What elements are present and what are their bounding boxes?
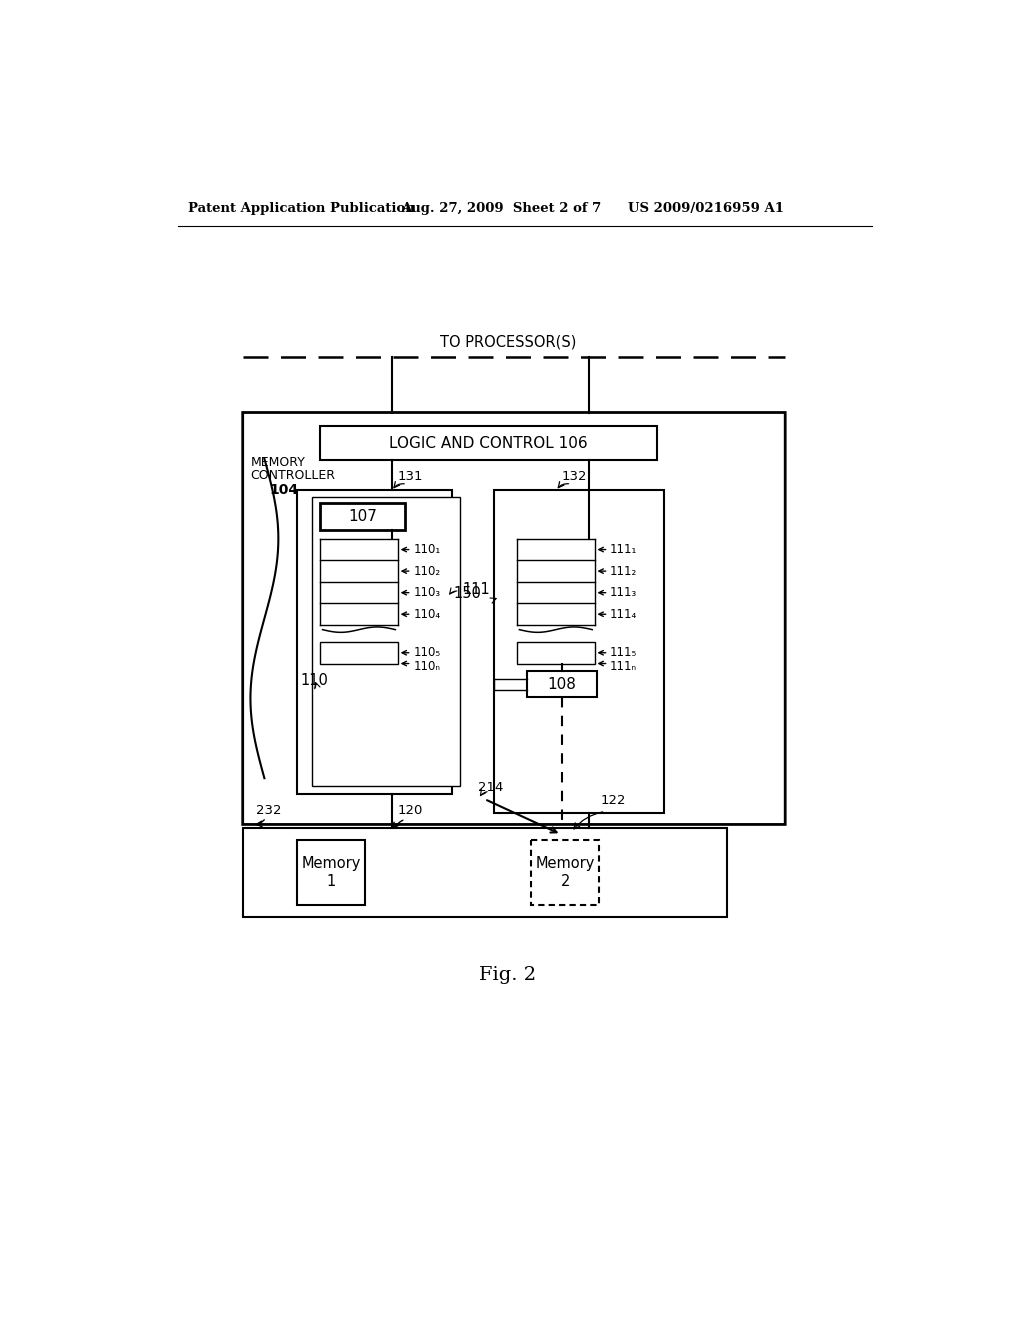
Bar <box>517 642 595 664</box>
Text: CONTROLLER: CONTROLLER <box>251 469 336 482</box>
Text: Memory
2: Memory 2 <box>536 857 595 888</box>
Text: Patent Application Publication: Patent Application Publication <box>188 202 415 215</box>
Bar <box>321 503 406 529</box>
Text: 111₄: 111₄ <box>610 607 637 620</box>
Bar <box>527 671 597 697</box>
Text: 111₃: 111₃ <box>610 586 637 599</box>
Bar <box>297 840 366 906</box>
Bar <box>243 829 727 917</box>
Text: Aug. 27, 2009  Sheet 2 of 7: Aug. 27, 2009 Sheet 2 of 7 <box>400 202 601 215</box>
Bar <box>312 498 460 785</box>
Text: 110₃: 110₃ <box>414 586 440 599</box>
Text: 150: 150 <box>454 586 481 601</box>
Text: 131: 131 <box>397 470 423 483</box>
Text: LOGIC AND CONTROL 106: LOGIC AND CONTROL 106 <box>389 436 588 451</box>
Text: 111ₙ: 111ₙ <box>610 660 637 673</box>
Text: 107: 107 <box>348 510 377 524</box>
Text: 110: 110 <box>301 673 329 688</box>
Bar <box>531 840 599 906</box>
Text: 111₁: 111₁ <box>610 543 637 556</box>
Text: 108: 108 <box>548 677 577 692</box>
Text: 132: 132 <box>562 470 588 483</box>
Text: 232: 232 <box>256 804 282 817</box>
Text: 110₂: 110₂ <box>414 565 440 578</box>
Text: 110₅: 110₅ <box>414 647 440 659</box>
Bar <box>297 490 452 793</box>
Text: 104: 104 <box>270 483 299 496</box>
Text: 120: 120 <box>397 804 423 817</box>
Bar <box>321 426 657 461</box>
Text: 110₄: 110₄ <box>414 607 440 620</box>
Bar <box>494 490 665 813</box>
Text: 110₁: 110₁ <box>414 543 440 556</box>
Text: MEMORY: MEMORY <box>251 455 305 469</box>
Text: 214: 214 <box>478 780 504 793</box>
Text: 122: 122 <box>601 793 627 807</box>
Text: TO PROCESSOR(S): TO PROCESSOR(S) <box>439 334 575 350</box>
Text: Fig. 2: Fig. 2 <box>479 966 537 983</box>
FancyBboxPatch shape <box>243 412 785 825</box>
Text: US 2009/0216959 A1: US 2009/0216959 A1 <box>628 202 784 215</box>
Text: 111: 111 <box>462 582 489 597</box>
Text: 111₂: 111₂ <box>610 565 637 578</box>
Text: Memory
1: Memory 1 <box>301 857 360 888</box>
Bar <box>321 642 397 664</box>
Text: 111₅: 111₅ <box>610 647 637 659</box>
Text: 110ₙ: 110ₙ <box>414 660 440 673</box>
